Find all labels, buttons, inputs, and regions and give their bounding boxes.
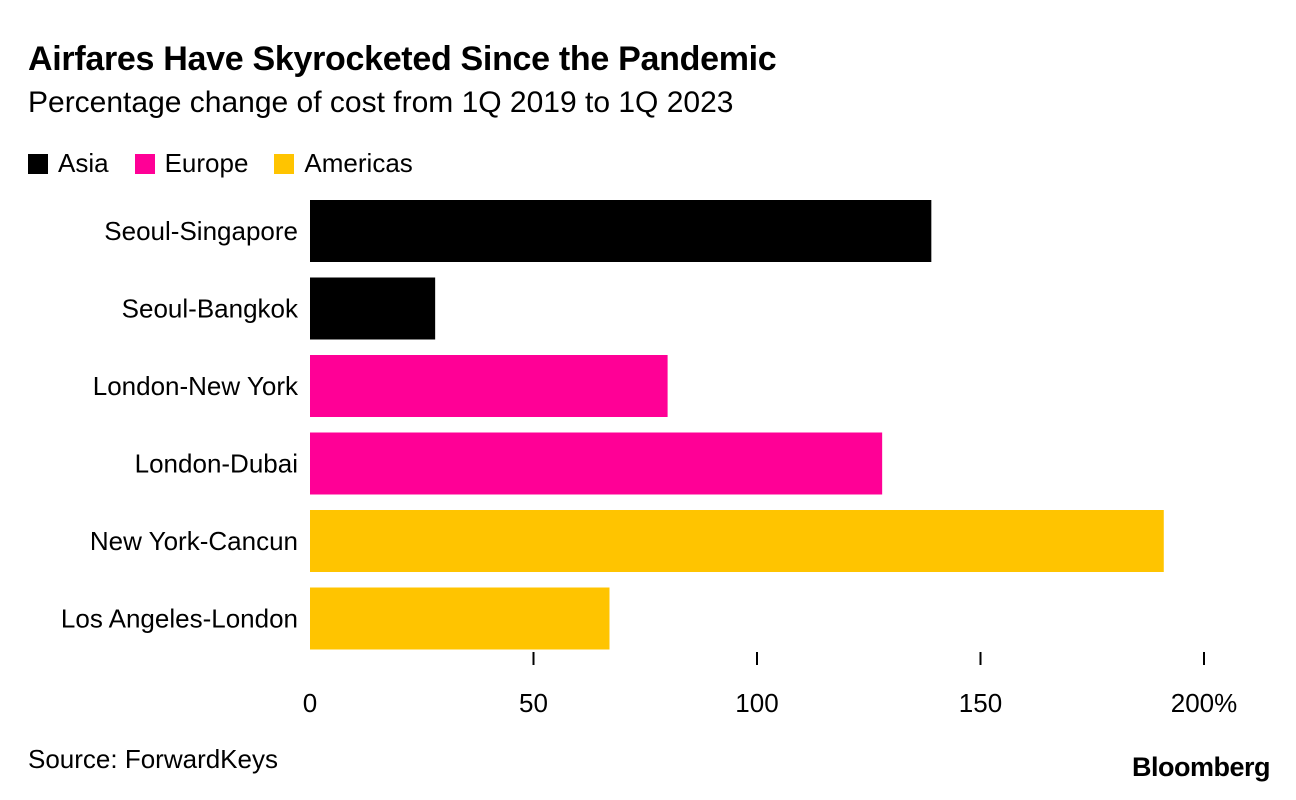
chart-title: Airfares Have Skyrocketed Since the Pand… xyxy=(28,40,777,78)
category-label-seoul-singapore: Seoul-Singapore xyxy=(104,216,298,246)
category-label-seoul-bangkok: Seoul-Bangkok xyxy=(122,294,299,324)
legend-label-asia: Asia xyxy=(58,148,109,178)
x-tick-label-200: 200% xyxy=(1171,688,1238,718)
legend-item-americas: Americas xyxy=(274,148,413,179)
bar-seoul-bangkok xyxy=(310,277,436,340)
legend-swatch-asia xyxy=(28,153,48,174)
bar-london-new-york xyxy=(310,355,668,417)
bar-london-dubai xyxy=(310,432,883,495)
legend-swatch-europe xyxy=(134,153,155,174)
legend-label-americas: Americas xyxy=(304,148,413,178)
legend-swatch-americas xyxy=(274,153,295,174)
bar-los-angeles-london xyxy=(310,587,610,650)
x-tick-label-50: 50 xyxy=(519,688,548,718)
bar-new-york-cancun xyxy=(310,510,1164,572)
chart-subtitle: Percentage change of cost from 1Q 2019 t… xyxy=(28,86,734,119)
source-note: Source: ForwardKeys xyxy=(28,744,278,774)
legend-item-europe: Europe xyxy=(134,148,249,179)
x-tick-label-150: 150 xyxy=(959,688,1002,718)
legend-label-europe: Europe xyxy=(164,148,249,178)
bar-seoul-singapore xyxy=(310,200,932,262)
category-label-london-new-york: London-New York xyxy=(93,371,299,401)
category-label-los-angeles-london: Los Angeles-London xyxy=(61,604,298,634)
bloomberg-logo: Bloomberg xyxy=(1132,752,1271,782)
category-label-london-dubai: London-Dubai xyxy=(135,449,298,479)
legend-item-asia: Asia xyxy=(28,148,109,179)
legend: Asia Europe Americas xyxy=(28,148,439,179)
x-tick-label-100: 100 xyxy=(735,688,778,718)
x-tick-label-0: 0 xyxy=(303,688,317,718)
category-label-new-york-cancun: New York-Cancun xyxy=(90,526,298,556)
